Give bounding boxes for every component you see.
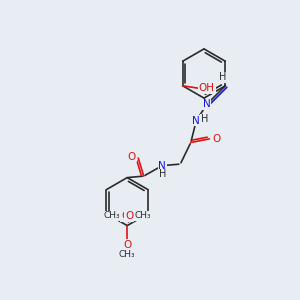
Text: H: H <box>201 114 208 124</box>
Text: N: N <box>192 116 200 126</box>
Text: O: O <box>125 211 134 221</box>
Text: N: N <box>158 160 166 171</box>
Text: CH₃: CH₃ <box>134 212 151 220</box>
Text: CH₃: CH₃ <box>119 250 136 259</box>
Text: H: H <box>219 72 226 82</box>
Text: O: O <box>121 211 129 221</box>
Text: O: O <box>123 240 131 250</box>
Text: H: H <box>159 169 167 179</box>
Text: O: O <box>212 134 220 144</box>
Text: CH₃: CH₃ <box>104 212 120 220</box>
Text: OH: OH <box>199 83 215 93</box>
Text: O: O <box>128 152 136 162</box>
Text: N: N <box>203 99 211 110</box>
